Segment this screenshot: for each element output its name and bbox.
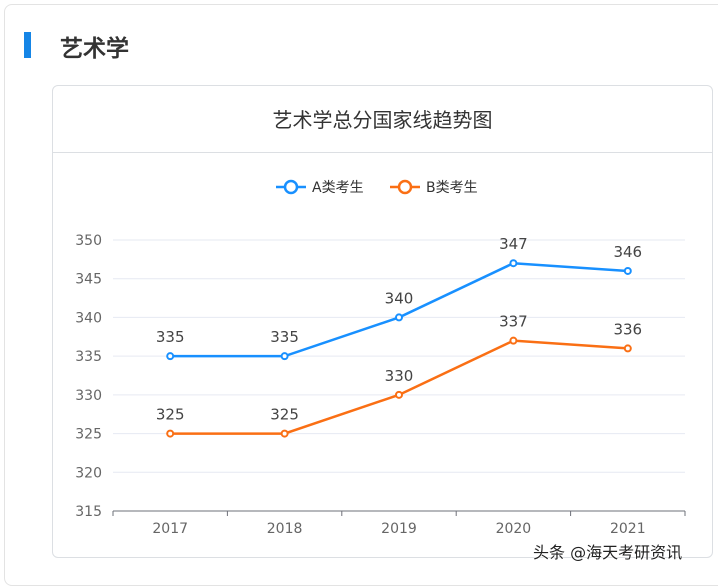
legend-marker-icon bbox=[283, 179, 299, 195]
x-tick-label: 2017 bbox=[152, 521, 188, 537]
data-point bbox=[166, 429, 175, 438]
y-tick-label: 330 bbox=[75, 388, 102, 404]
data-label: 347 bbox=[499, 235, 528, 253]
data-point bbox=[395, 390, 403, 399]
x-tick-label: 2020 bbox=[496, 521, 532, 537]
legend-label: B类考生 bbox=[426, 180, 478, 196]
y-tick-label: 335 bbox=[75, 349, 102, 365]
y-tick-label: 350 bbox=[75, 233, 102, 249]
data-label: 335 bbox=[156, 328, 185, 346]
data-point bbox=[166, 352, 175, 361]
heading-accent-bar bbox=[24, 32, 31, 58]
data-label: 325 bbox=[270, 406, 299, 424]
data-point bbox=[280, 429, 289, 438]
data-label: 325 bbox=[156, 406, 185, 424]
y-tick-label: 340 bbox=[75, 310, 102, 326]
data-point bbox=[509, 336, 518, 345]
data-point bbox=[280, 352, 289, 361]
data-label: 336 bbox=[613, 320, 642, 338]
y-tick-label: 345 bbox=[75, 272, 102, 288]
data-label: 340 bbox=[385, 289, 414, 307]
section-heading: 艺术学 bbox=[60, 36, 129, 62]
legend-label: A类考生 bbox=[312, 180, 364, 196]
x-tick-label: 2021 bbox=[610, 521, 646, 537]
data-label: 337 bbox=[499, 313, 528, 331]
series-line bbox=[170, 339, 628, 435]
y-tick-label: 325 bbox=[75, 427, 102, 443]
data-label: 346 bbox=[613, 243, 642, 261]
data-point bbox=[623, 266, 632, 275]
data-label: 335 bbox=[270, 328, 299, 346]
x-tick-label: 2019 bbox=[381, 521, 417, 537]
chart-title: 艺术学总分国家线趋势图 bbox=[272, 108, 493, 132]
watermark: 头条 @海天考研资讯 bbox=[533, 543, 683, 562]
chart-card: 艺术学总分国家线趋势图 bbox=[52, 85, 713, 558]
series-line bbox=[170, 261, 628, 358]
data-point bbox=[395, 313, 403, 322]
title-divider bbox=[53, 152, 712, 153]
data-label: 330 bbox=[385, 367, 414, 385]
x-tick-label: 2018 bbox=[267, 521, 303, 537]
y-tick-label: 320 bbox=[75, 465, 102, 481]
y-tick-label: 315 bbox=[75, 504, 102, 520]
data-point bbox=[509, 259, 518, 268]
data-point bbox=[623, 344, 632, 353]
legend-marker-icon bbox=[397, 179, 413, 195]
line-chart: 315 320 325 330 335 340 345 350 2017 2018 2019 2020… bbox=[75, 179, 686, 537]
